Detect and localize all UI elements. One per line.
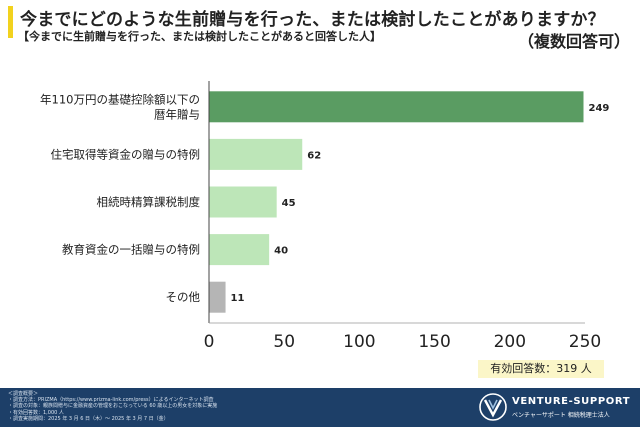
footer: ＜調査概要＞ ・調査方法：PRIZMA（https://www.prizma-l… <box>0 388 640 427</box>
data-label: 249 <box>588 103 609 114</box>
survey-note-line: ・調査方法：PRIZMA（https://www.prizma-link.com… <box>8 397 214 404</box>
category-label: 相続時精算課税制度 <box>97 195 201 209</box>
x-tick-label: 0 <box>204 332 215 352</box>
survey-note-line: ＜調査概要＞ <box>8 391 39 397</box>
x-tick-label: 250 <box>569 332 601 352</box>
survey-notes: ＜調査概要＞ ・調査方法：PRIZMA（https://www.prizma-l… <box>8 391 217 422</box>
brand-name: VENTURE-SUPPORT <box>512 396 631 407</box>
bar <box>209 91 584 123</box>
bar <box>209 234 270 266</box>
category-label: 暦年贈与 <box>154 107 200 121</box>
data-label: 11 <box>231 293 245 304</box>
category-label: 年110万円の基礎控除額以下の <box>40 92 200 106</box>
x-tick-label: 50 <box>273 332 295 352</box>
x-tick-label: 100 <box>343 332 375 352</box>
valid-responses-badge: 有効回答数：319 人 <box>478 360 604 378</box>
multiple-answer-note: （複数回答可） <box>517 32 630 51</box>
chart-subtitle: 【今までに生前贈与を行った、または検討したことがあると回答した人】 <box>18 30 381 43</box>
survey-note-line: ・有効回答数：1,000 人 <box>8 409 64 416</box>
title-accent-bar <box>8 6 13 38</box>
x-tick-label: 150 <box>418 332 450 352</box>
bar <box>209 138 303 170</box>
bar <box>209 281 226 313</box>
category-label: その他 <box>166 290 201 304</box>
category-label: 教育資金の一括贈与の特例 <box>62 243 200 257</box>
category-label: 住宅取得等資金の贈与の特例 <box>51 147 201 161</box>
survey-note-line: ・調査実施期間：2025 年 3 月 6 日（木）～ 2025 年 3 月 7 … <box>8 415 169 422</box>
data-label: 40 <box>274 246 288 257</box>
brand-subtitle: ベンチャーサポート 相続税理士法人 <box>512 412 610 419</box>
bar <box>209 186 277 218</box>
x-tick-label: 200 <box>494 332 526 352</box>
data-label: 62 <box>307 150 321 161</box>
chart-title: 今までにどのような生前贈与を行った、または検討したことがありますか？ <box>20 10 605 30</box>
data-label: 45 <box>282 198 296 209</box>
survey-note-line: ・調査の対象：親族間贈与に金融資産の管理をおこなっている 60 歳以上の男女を対… <box>8 403 218 410</box>
venture-support-logo-icon <box>479 393 507 421</box>
